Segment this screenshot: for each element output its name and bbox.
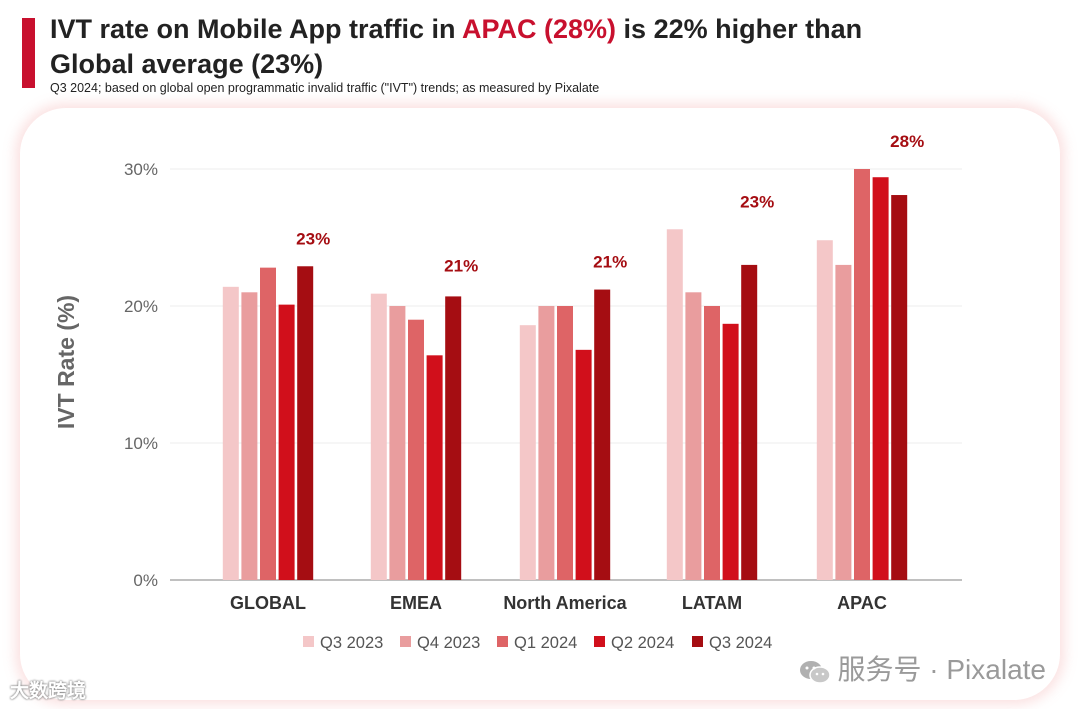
bar-north-america-q3-2024: [594, 289, 611, 580]
y-tick-label: 10%: [124, 434, 158, 453]
title-accent-bar: [22, 18, 35, 88]
y-tick-label: 30%: [124, 160, 158, 179]
x-tick-label: APAC: [837, 593, 887, 613]
bar-latam-q1-2024: [704, 306, 720, 580]
bar-apac-q2-2024: [872, 177, 889, 580]
chart-subtitle: Q3 2024; based on global open programmat…: [50, 81, 600, 95]
bar-emea-q3-2024: [445, 296, 462, 580]
legend-label: Q3 2023: [320, 634, 383, 652]
y-axis-label: IVT Rate (%): [53, 295, 79, 429]
bar-latam-q3-2023: [666, 229, 683, 580]
data-label-annotation: 23%: [740, 192, 774, 211]
legend-label: Q1 2024: [514, 634, 577, 652]
legend-label: Q2 2024: [611, 634, 674, 652]
watermark-right-text: 服务号 · Pixalate: [837, 654, 1047, 685]
x-tick-label: LATAM: [682, 593, 742, 613]
data-label-annotation: 28%: [890, 132, 924, 151]
bar-global-q3-2023: [222, 286, 239, 580]
legend-swatch: [594, 636, 605, 647]
bar-apac-q3-2023: [816, 240, 833, 581]
bar-north-america-q3-2023: [519, 325, 536, 580]
legend-swatch: [692, 636, 703, 647]
bar-apac-q3-2024: [891, 195, 908, 580]
legend-swatch: [303, 636, 314, 647]
wechat-watermark: 服务号 · Pixalate: [798, 648, 1047, 688]
bar-latam-q3-2024: [741, 264, 758, 580]
x-tick-label: North America: [503, 593, 627, 613]
legend-swatch: [400, 636, 411, 647]
bar-north-america-q1-2024: [557, 306, 573, 580]
x-tick-label: EMEA: [390, 593, 442, 613]
bar-apac-q1-2024: [854, 169, 870, 580]
bar-north-america-q4-2023: [538, 306, 555, 580]
watermark-left: 大数跨境: [10, 676, 86, 703]
title-highlight: APAC (28%): [462, 14, 617, 44]
bar-emea-q1-2024: [408, 319, 424, 580]
chart-title: IVT rate on Mobile App traffic in APAC (…: [50, 12, 870, 82]
bar-emea-q4-2023: [389, 306, 406, 580]
bar-north-america-q2-2024: [575, 349, 592, 580]
data-label-annotation: 21%: [593, 253, 627, 272]
legend-swatch: [497, 636, 508, 647]
bar-latam-q4-2023: [685, 292, 702, 580]
watermark-left-text: 大数跨境: [10, 681, 87, 702]
data-label-annotation: 23%: [296, 229, 330, 248]
legend-label: Q3 2024: [709, 634, 772, 652]
bar-global-q4-2023: [241, 292, 258, 580]
y-tick-label: 0%: [133, 571, 158, 590]
title-suffix: is 22% higher than Global average (23%): [50, 14, 863, 79]
y-tick-label: 20%: [124, 297, 158, 316]
bar-emea-q3-2023: [370, 293, 387, 580]
bar-global-q3-2024: [297, 266, 314, 580]
x-tick-label: GLOBAL: [230, 593, 306, 613]
wechat-icon: [799, 660, 831, 684]
bar-latam-q2-2024: [722, 323, 739, 580]
bar-global-q2-2024: [278, 304, 295, 580]
bar-global-q1-2024: [260, 267, 276, 580]
title-prefix: IVT rate on Mobile App traffic in: [50, 14, 463, 44]
bar-emea-q2-2024: [426, 355, 443, 580]
legend-label: Q4 2023: [417, 634, 480, 652]
bar-apac-q4-2023: [835, 264, 852, 580]
data-label-annotation: 21%: [444, 257, 478, 276]
